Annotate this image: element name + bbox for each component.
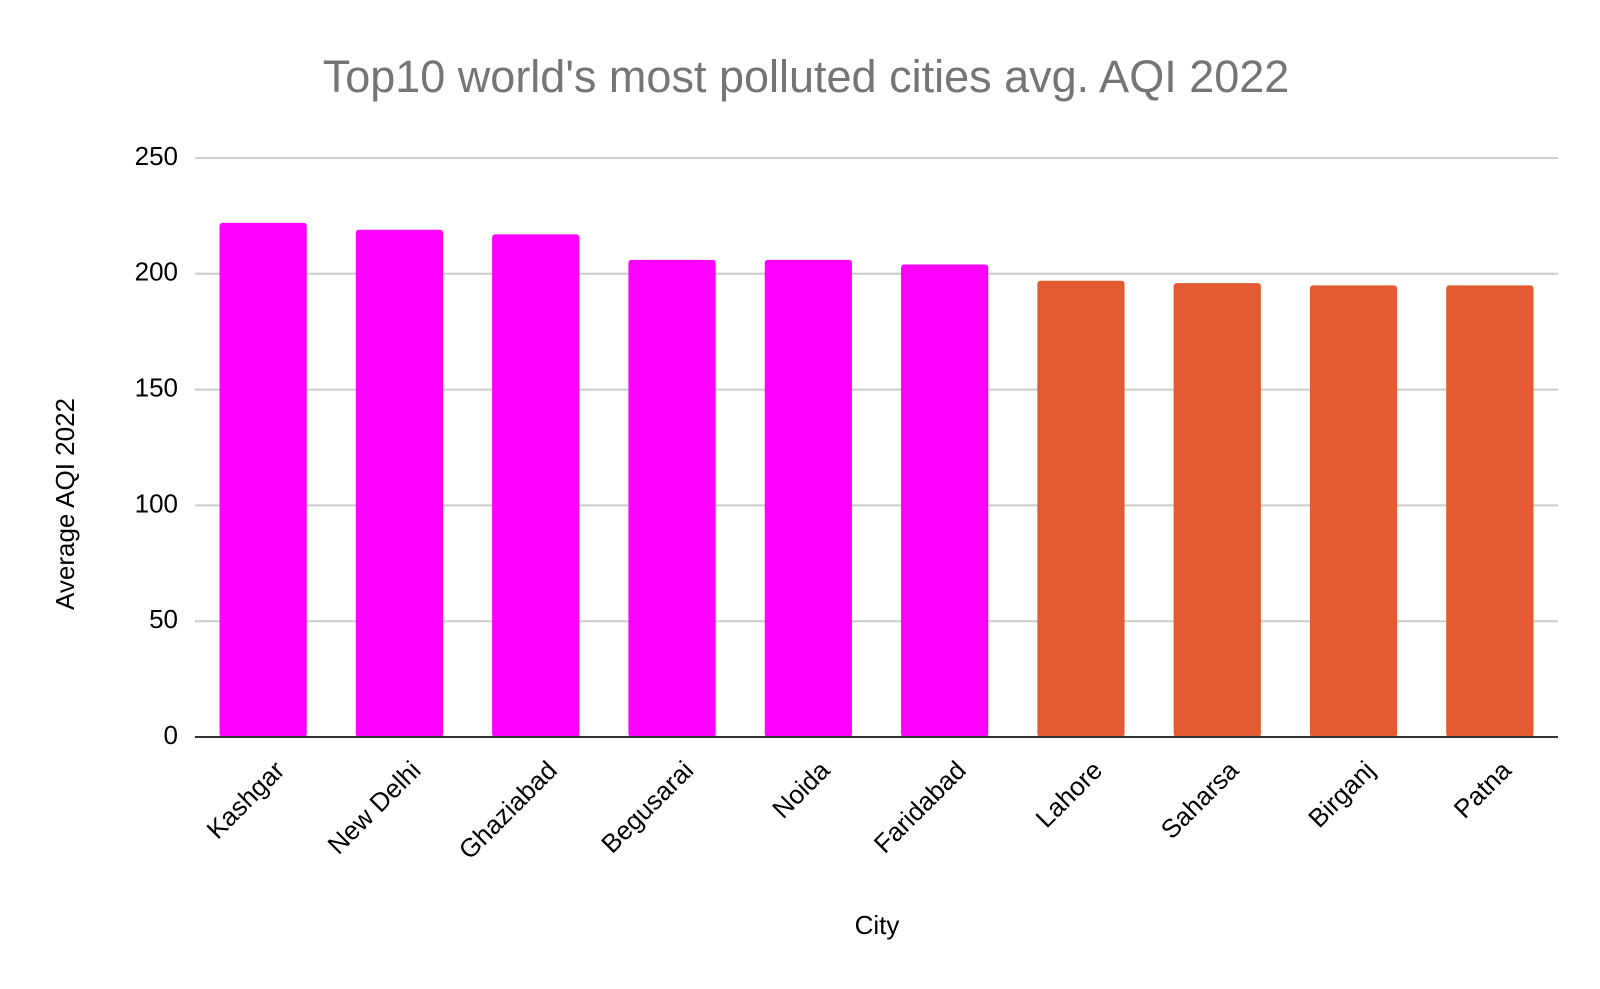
y-tick-label: 0 <box>164 720 178 750</box>
bar <box>1309 285 1398 737</box>
x-tick-label: Saharsa <box>1155 755 1245 845</box>
x-tick-label: Kashgar <box>201 755 291 845</box>
bar <box>355 229 444 737</box>
x-tick-label: Patna <box>1448 755 1518 825</box>
y-tick-label: 250 <box>135 141 178 171</box>
bar <box>1037 280 1125 737</box>
x-tick-label: New Delhi <box>322 755 427 860</box>
bar <box>1173 283 1261 737</box>
x-tick-label: Noida <box>766 755 836 825</box>
chart-title: Top10 world's most polluted cities avg. … <box>323 51 1290 102</box>
y-tick-label: 150 <box>135 372 178 402</box>
bar <box>901 264 989 737</box>
y-axis-title: Average AQI 2022 <box>50 398 80 610</box>
y-tick-label: 50 <box>149 604 178 634</box>
x-tick-label: Begusarai <box>595 755 699 859</box>
x-axis-title: City <box>855 910 900 940</box>
x-tick-label: Faridabad <box>868 755 972 859</box>
bar <box>219 222 307 737</box>
x-tick-label: Lahore <box>1030 755 1108 833</box>
x-tick-label: Ghaziabad <box>453 755 563 865</box>
bar <box>1446 285 1534 737</box>
y-tick-label: 200 <box>135 257 178 287</box>
bar <box>492 234 580 738</box>
x-tick-label: Birganj <box>1302 755 1380 833</box>
bar <box>628 259 716 737</box>
y-tick-label: 100 <box>135 488 178 518</box>
bar <box>764 259 852 737</box>
